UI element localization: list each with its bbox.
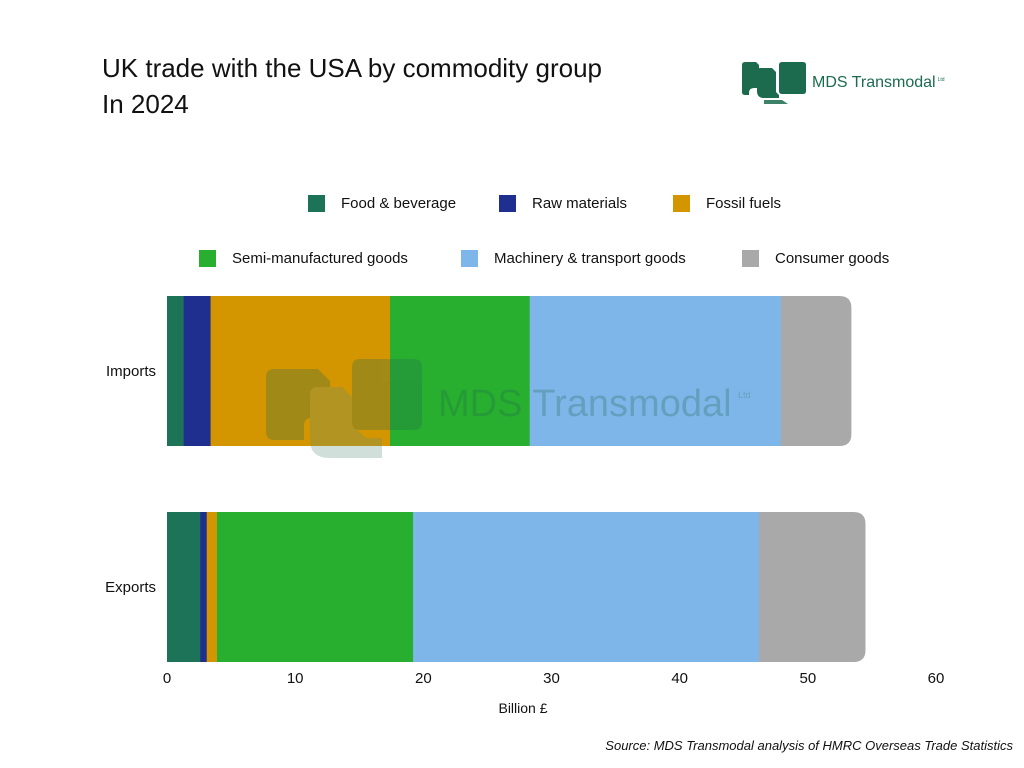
chart-title-line-2: In 2024: [102, 89, 189, 119]
x-tick-label-40: 40: [671, 670, 688, 687]
legend-item-consumer-goods: Consumer goods: [742, 250, 889, 267]
watermark-text: MDS Transmodal: [438, 383, 732, 425]
category-label-exports: Exports: [105, 579, 156, 596]
legend-label-semi-manufactured-goods: Semi-manufactured goods: [232, 250, 408, 267]
brand-logo-icon: [742, 62, 806, 104]
legend-item-machinery-transport-goods: Machinery & transport goods: [461, 250, 686, 267]
bar-segment-exports-machinery-transport-goods: [413, 512, 760, 662]
brand-logo-text: MDS Transmodal Ltd: [812, 74, 945, 91]
x-tick-label-0: 0: [163, 670, 171, 687]
bar-segment-exports-semi-manufactured-goods: [216, 512, 414, 662]
legend-label-fossil-fuels: Fossil fuels: [706, 195, 782, 212]
bar-group-imports: [167, 296, 852, 446]
legend-swatch-machinery-transport-goods: [461, 250, 478, 267]
legend-swatch-raw-materials: [499, 195, 516, 212]
legend-label-raw-materials: Raw materials: [532, 195, 628, 212]
bar-segment-exports-food-beverage: [167, 512, 201, 662]
bar-segment-exports-fossil-fuels: [206, 512, 218, 662]
legend-swatch-fossil-fuels: [673, 195, 690, 212]
bar-segment-imports-consumer-goods: [780, 296, 852, 446]
bars-layer: [167, 296, 866, 662]
bar-segment-imports-semi-manufactured-goods: [390, 296, 531, 446]
x-tick-label-20: 20: [415, 670, 432, 687]
bar-segment-exports-consumer-goods: [759, 512, 866, 662]
bar-segment-imports-raw-materials: [183, 296, 212, 446]
x-tick-label-30: 30: [543, 670, 560, 687]
legend-label-food-beverage: Food & beverage: [341, 195, 457, 212]
legend-label-consumer-goods: Consumer goods: [775, 250, 890, 267]
legend-swatch-food-beverage: [308, 195, 325, 212]
watermark-suffix: Ltd: [738, 390, 751, 400]
x-tick-label-10: 10: [287, 670, 304, 687]
legend-swatch-consumer-goods: [742, 250, 759, 267]
x-tick-label-60: 60: [928, 670, 945, 687]
category-label-imports: Imports: [106, 363, 156, 380]
legend-label-machinery-transport-goods: Machinery & transport goods: [494, 250, 686, 267]
bar-segment-imports-fossil-fuels: [210, 296, 391, 446]
legend-item-semi-manufactured-goods: Semi-manufactured goods: [199, 250, 408, 267]
legend-item-food-beverage: Food & beverage: [308, 195, 456, 212]
bar-group-exports: [167, 512, 866, 662]
legend-swatch-semi-manufactured-goods: [199, 250, 216, 267]
axis-layer: Imports Exports 0 10 20 30 40 50 60 Billion £: [105, 363, 944, 716]
legend-item-raw-materials: Raw materials: [499, 195, 627, 212]
watermark: MDS Transmodal Ltd: [266, 359, 751, 458]
x-axis-title: Billion £: [498, 700, 547, 716]
legend-item-fossil-fuels: Fossil fuels: [673, 195, 781, 212]
bar-segment-imports-machinery-transport-goods: [529, 296, 782, 446]
bar-segment-imports-food-beverage: [167, 296, 185, 446]
source-note: Source: MDS Transmodal analysis of HMRC …: [605, 738, 1013, 753]
chart-title-line-1: UK trade with the USA by commodity group: [102, 53, 603, 83]
brand-logo: MDS Transmodal Ltd: [742, 62, 945, 104]
x-tick-label-50: 50: [799, 670, 816, 687]
chart-title: UK trade with the USA by commodity group…: [102, 50, 602, 122]
bar-segment-exports-raw-materials: [200, 512, 208, 662]
